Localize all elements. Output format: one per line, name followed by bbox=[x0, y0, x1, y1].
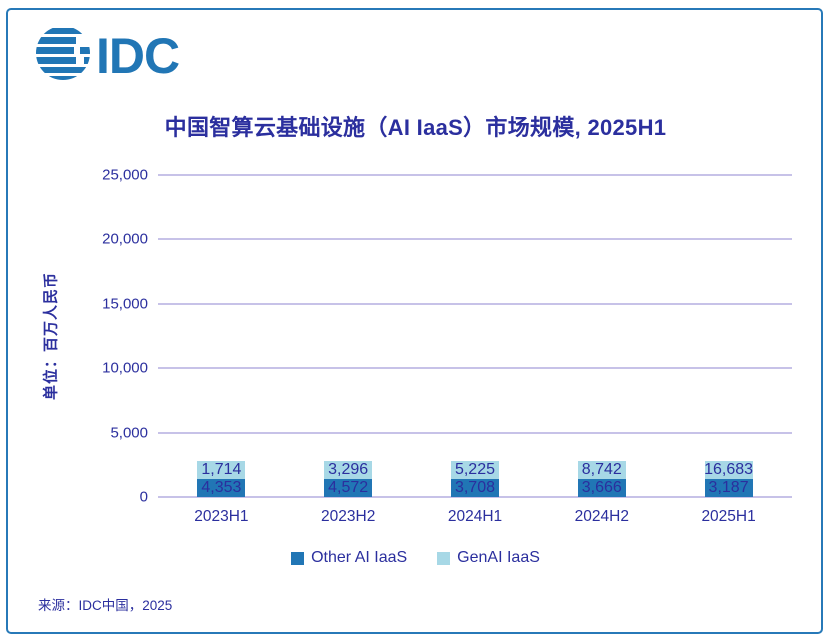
data-label: 1,714 bbox=[201, 461, 242, 478]
y-tick-label: 0 bbox=[139, 488, 148, 506]
gridline bbox=[158, 367, 792, 370]
y-axis-ticks: 0 5,000 10,000 15,000 20,000 25,000 bbox=[0, 167, 148, 506]
gridline bbox=[158, 238, 792, 241]
x-tick-label: 2024H1 bbox=[447, 508, 503, 525]
stacked-bar-2023h2: 4,572 3,296 bbox=[324, 461, 373, 497]
bars-row: 4,353 1,714 4,572 3,296 3,708 5,225 3,666 8,742… bbox=[158, 175, 792, 497]
segment-other-ai-iaas: 4,353 bbox=[197, 479, 246, 497]
x-tick-label: 2025H1 bbox=[701, 508, 756, 525]
data-label: 3,296 bbox=[328, 461, 369, 478]
legend-item-other-ai-iaas: Other AI IaaS bbox=[291, 549, 407, 567]
segment-genai-iaas: 8,742 bbox=[577, 461, 626, 479]
bar-slot-2023h1: 4,353 1,714 bbox=[158, 175, 285, 497]
data-label: 8,742 bbox=[581, 461, 622, 478]
stacked-bar-2025h1: 3,187 16,683 bbox=[704, 461, 754, 497]
legend-swatch-icon bbox=[437, 551, 451, 565]
chart-title: 中国智算云基础设施（AI IaaS）市场规模, 2025H1 bbox=[164, 115, 667, 140]
x-axis-labels: 2023H1 2023H2 2024H1 2024H2 2025H1 bbox=[158, 508, 792, 526]
plot-area: 4,353 1,714 4,572 3,296 3,708 5,225 3,666 8,742… bbox=[158, 174, 792, 498]
bar-slot-2023h2: 4,572 3,296 bbox=[285, 175, 412, 497]
stacked-bar-2023h1: 4,353 1,714 bbox=[197, 461, 246, 497]
data-label: 3,666 bbox=[581, 479, 622, 496]
segment-genai-iaas: 3,296 bbox=[324, 461, 373, 479]
idc-globe-icon bbox=[34, 24, 92, 87]
source-note: 来源：IDC中国，2025 bbox=[38, 598, 173, 613]
data-label: 4,353 bbox=[201, 479, 242, 496]
chart-legend: Other AI IaaS GenAI IaaS bbox=[0, 549, 831, 567]
data-label: 5,225 bbox=[454, 461, 495, 478]
legend-label: Other AI IaaS bbox=[311, 549, 408, 566]
idc-logo-text: IDC bbox=[96, 27, 180, 84]
legend-item-genai-iaas: GenAI IaaS bbox=[437, 549, 540, 567]
x-tick-label: 2023H2 bbox=[321, 508, 376, 525]
idc-logo: IDC bbox=[34, 24, 180, 87]
y-tick-label: 10,000 bbox=[102, 359, 148, 377]
gridline bbox=[158, 496, 792, 498]
y-tick-label: 20,000 bbox=[102, 230, 148, 248]
segment-other-ai-iaas: 3,666 bbox=[577, 479, 626, 497]
data-label: 3,187 bbox=[708, 479, 749, 496]
gridline bbox=[158, 174, 792, 176]
y-tick-label: 25,000 bbox=[102, 166, 148, 184]
segment-genai-iaas: 5,225 bbox=[450, 461, 499, 479]
data-label: 3,708 bbox=[454, 479, 495, 496]
segment-other-ai-iaas: 4,572 bbox=[324, 479, 373, 497]
gridline bbox=[158, 302, 792, 305]
stacked-bar-2024h1: 3,708 5,225 bbox=[450, 461, 499, 497]
segment-genai-iaas: 1,714 bbox=[197, 461, 246, 479]
legend-label: GenAI IaaS bbox=[457, 549, 540, 566]
segment-other-ai-iaas: 3,708 bbox=[450, 479, 499, 497]
segment-genai-iaas: 16,683 bbox=[704, 461, 754, 479]
data-label: 4,572 bbox=[328, 479, 369, 496]
bar-slot-2025h1: 3,187 16,683 bbox=[665, 175, 792, 497]
segment-other-ai-iaas: 3,187 bbox=[704, 479, 753, 497]
data-label: 16,683 bbox=[704, 461, 754, 478]
y-tick-label: 5,000 bbox=[110, 424, 148, 442]
legend-swatch-icon bbox=[291, 551, 305, 565]
x-tick-label: 2024H2 bbox=[574, 508, 629, 525]
x-tick-label: 2023H1 bbox=[194, 508, 249, 525]
gridline bbox=[158, 431, 792, 434]
y-tick-label: 15,000 bbox=[102, 295, 148, 313]
bar-slot-2024h1: 3,708 5,225 bbox=[412, 175, 539, 497]
bar-slot-2024h2: 3,666 8,742 bbox=[538, 175, 665, 497]
stacked-bar-2024h2: 3,666 8,742 bbox=[577, 461, 626, 497]
